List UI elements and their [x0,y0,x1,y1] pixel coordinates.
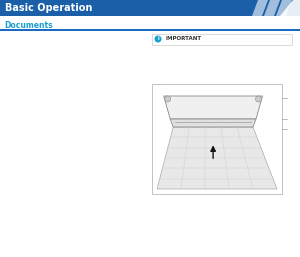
Text: i: i [157,36,159,41]
Circle shape [256,96,262,102]
Polygon shape [164,96,262,119]
Bar [152,33,292,44]
Bar [0,29,300,31]
Bar [152,84,282,194]
Polygon shape [157,127,277,189]
Text: Documents: Documents [4,21,52,30]
Circle shape [165,96,171,102]
Polygon shape [252,0,268,16]
Text: Basic Operation: Basic Operation [5,3,92,13]
Bar [0,0,300,16]
Circle shape [154,35,161,42]
Polygon shape [170,119,256,127]
Polygon shape [264,0,280,16]
Polygon shape [276,0,292,16]
Text: IMPORTANT: IMPORTANT [165,36,201,41]
Polygon shape [280,0,300,16]
